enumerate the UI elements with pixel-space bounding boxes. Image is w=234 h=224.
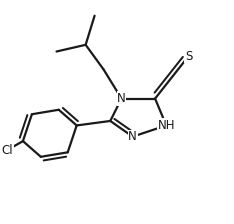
Text: NH: NH xyxy=(157,119,175,132)
Text: N: N xyxy=(117,92,126,105)
Text: N: N xyxy=(128,130,137,143)
Text: S: S xyxy=(185,50,192,62)
Text: Cl: Cl xyxy=(1,144,13,157)
